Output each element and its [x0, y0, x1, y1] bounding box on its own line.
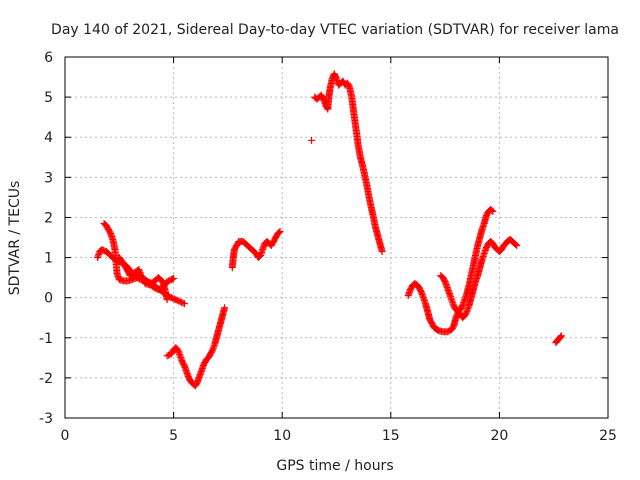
x-axis-label: GPS time / hours [276, 458, 393, 474]
data-point [489, 207, 497, 215]
y-tick-label: 1 [44, 251, 53, 267]
axis-ticks [64, 56, 609, 419]
data-point [378, 248, 386, 256]
x-tick-label: 15 [382, 428, 400, 444]
plot-frame [64, 56, 609, 419]
grid-lines [65, 57, 608, 418]
y-tick-label: -2 [39, 371, 53, 387]
data-point [308, 136, 316, 144]
x-axis-tick-labels: 0 5 10 15 20 25 [61, 428, 617, 444]
x-tick-label: 5 [169, 428, 178, 444]
x-tick-label: 25 [599, 428, 617, 444]
data-point [276, 227, 284, 235]
y-axis-tick-labels: -3 -2 -1 0 1 2 3 4 5 6 [39, 50, 53, 427]
data-point [169, 275, 177, 283]
y-tick-label: -1 [39, 331, 53, 347]
y-tick-label: 2 [44, 210, 53, 226]
x-tick-label: 0 [61, 428, 70, 444]
y-tick-label: 5 [44, 90, 53, 106]
x-tick-label: 10 [273, 428, 291, 444]
data-point [180, 300, 188, 308]
x-tick-label: 20 [490, 428, 508, 444]
data-point [275, 228, 283, 236]
data-point [179, 299, 187, 307]
data-point [513, 242, 521, 250]
y-axis-label: SDTVAR / TECUs [7, 181, 23, 296]
y-tick-label: 6 [44, 50, 53, 66]
data-point [512, 241, 520, 249]
data-point [163, 296, 171, 304]
y-tick-label: 0 [44, 291, 53, 307]
data-point [170, 274, 178, 282]
chart-title: Day 140 of 2021, Sidereal Day-to-day VTE… [51, 22, 619, 38]
y-tick-label: 4 [44, 130, 53, 146]
data-series-sdtvar [94, 70, 565, 390]
y-tick-label: -3 [39, 411, 53, 427]
y-tick-label: 3 [44, 170, 53, 186]
data-point [221, 304, 229, 312]
data-point [488, 206, 496, 214]
data-point [557, 332, 565, 340]
